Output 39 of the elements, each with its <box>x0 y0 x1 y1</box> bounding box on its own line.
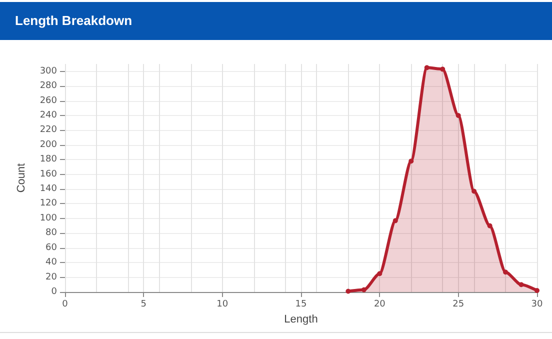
point <box>534 288 540 294</box>
point <box>408 158 414 164</box>
point <box>361 287 366 292</box>
point <box>503 270 508 275</box>
y-tick-label: 60 <box>46 242 58 253</box>
x-tick-label: 30 <box>531 300 543 310</box>
point <box>487 223 492 228</box>
y-tick-label: 20 <box>46 272 58 282</box>
y-tick-label: 160 <box>40 169 58 180</box>
y-tick-label: 40 <box>46 258 58 268</box>
x-tick-label: 10 <box>216 300 228 310</box>
y-tick-label: 120 <box>40 198 58 209</box>
point <box>472 188 477 194</box>
x-tick-label: 5 <box>140 300 147 310</box>
x-tick-label: 0 <box>62 300 68 310</box>
y-tick-label: 140 <box>40 184 58 194</box>
x-tick-label: 15 <box>295 300 307 310</box>
point <box>440 66 446 72</box>
y-tick-label: 180 <box>40 154 58 165</box>
x-tick-label: 20 <box>374 300 386 310</box>
x-axis-title: Length <box>284 314 318 326</box>
point <box>392 218 398 224</box>
y-tick-label: 80 <box>46 228 58 238</box>
y-tick-label: 200 <box>40 140 58 150</box>
y-tick-label: 260 <box>40 96 58 106</box>
y-tick-label: 240 <box>40 110 58 120</box>
y-tick-label: 280 <box>40 81 58 92</box>
y-tick-label: 100 <box>40 213 58 224</box>
y-tick-label: 300 <box>40 66 58 76</box>
point <box>518 282 524 288</box>
y-axis-title: Count <box>16 163 28 193</box>
point <box>346 288 351 294</box>
point <box>377 271 382 276</box>
chart-title: Length Breakdown <box>0 2 552 40</box>
point <box>456 112 461 118</box>
y-tick-label: 220 <box>40 125 58 136</box>
y-tick-label: 0 <box>51 287 58 297</box>
point <box>424 65 430 70</box>
x-tick-label: 25 <box>452 300 464 310</box>
